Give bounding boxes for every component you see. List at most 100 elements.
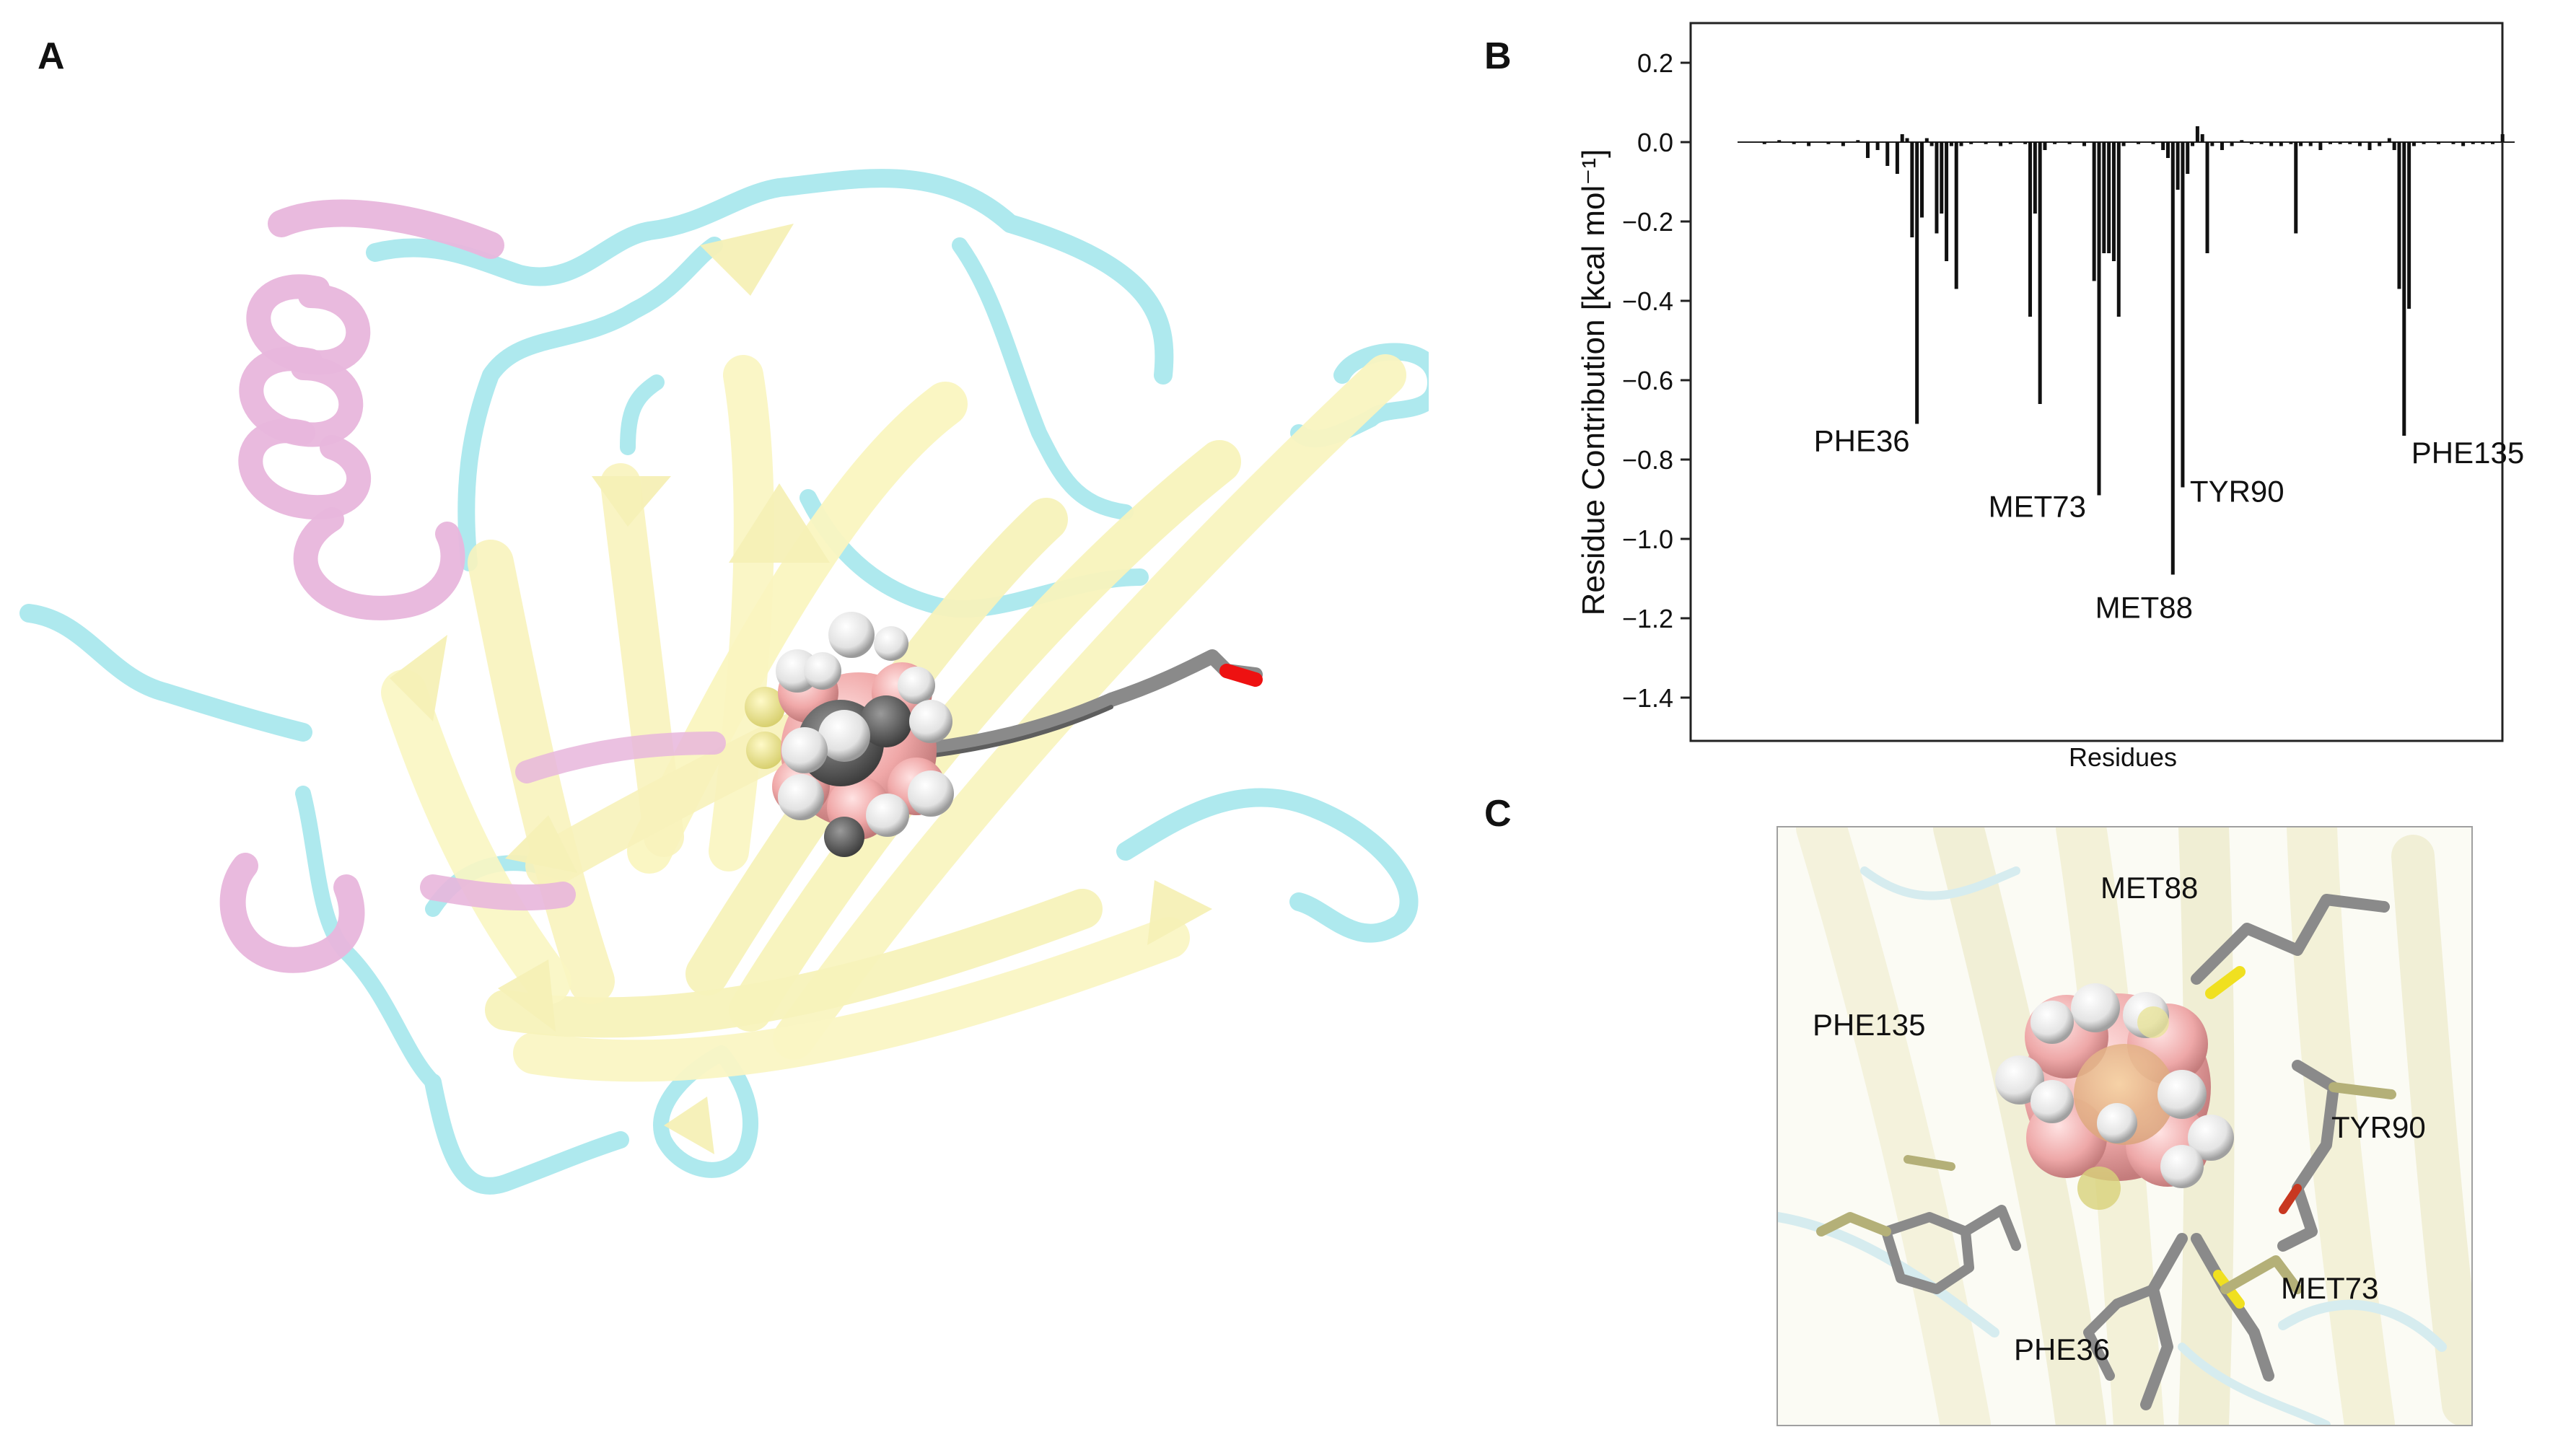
strand-arrowhead — [729, 483, 830, 563]
bar-residue-72 — [2092, 142, 2096, 281]
bar-residue-153 — [2491, 142, 2495, 144]
bar-residue-26 — [1865, 142, 1870, 158]
binding-pocket-closeup: MET88 PHE135 TYR90 MET73 PHE36 — [1777, 826, 2473, 1426]
x-axis-title: Residues — [2069, 742, 2177, 772]
annotation-met73: MET73 — [1989, 490, 2086, 524]
bar-residue-124 — [2348, 142, 2352, 144]
y-tick-label: −1.2 — [1622, 604, 1673, 633]
coil-loop — [19, 604, 312, 742]
bar-residue-126 — [2357, 142, 2362, 146]
bar-residue-28 — [1875, 142, 1880, 150]
bar-residue-55 — [2008, 142, 2012, 144]
label-tyr90: TYR90 — [2331, 1110, 2426, 1144]
strand-arrowhead — [700, 224, 794, 296]
phe36-sidechain — [2140, 1233, 2188, 1410]
background-strand — [1933, 827, 2106, 1425]
alpha-helix — [238, 418, 371, 520]
bar-residue-155 — [2500, 134, 2505, 142]
bar-residue-47 — [1969, 142, 1973, 144]
panel-letter-b: B — [1484, 35, 1512, 77]
met73-sidechain — [2191, 1233, 2274, 1382]
background-strand — [2391, 835, 2471, 1425]
beta-strand — [729, 440, 1241, 1032]
bar-residue-37 — [1919, 142, 1924, 218]
alpha-helix — [420, 874, 576, 911]
bar-residue-104 — [2249, 142, 2253, 144]
bar-residue-113 — [2294, 142, 2298, 234]
bar-residue-40 — [1935, 142, 1939, 234]
bar-residue-62 — [2043, 142, 2047, 150]
bar-residue-70 — [2082, 142, 2087, 146]
bar-residue-95 — [2205, 142, 2209, 253]
bar-residue-36 — [1915, 142, 1919, 424]
phe36-sidechain — [2083, 1284, 2158, 1381]
bars — [1738, 126, 2515, 575]
bar-residue-92 — [2191, 142, 2195, 146]
ligand-spacefill-closeup — [1995, 983, 2234, 1210]
bar-residue-8 — [1777, 140, 1782, 142]
bar-residue-67 — [2067, 142, 2072, 144]
beta-strand — [485, 889, 1103, 1038]
y-tick-label: −0.8 — [1622, 445, 1673, 475]
bar-residue-53 — [1999, 142, 2003, 146]
bar-residue-42 — [1945, 142, 1949, 261]
strand-arrowhead — [664, 1097, 714, 1154]
met88-sulfur — [2205, 966, 2246, 999]
bar-residue-142 — [2437, 142, 2441, 144]
label-met88: MET88 — [2100, 871, 2199, 905]
bar-residue-14 — [1807, 142, 1811, 146]
bar-residue-58 — [2023, 142, 2028, 144]
bar-residue-86 — [2161, 142, 2165, 150]
panel-letter-a: A — [38, 35, 65, 77]
coil-loop — [424, 1073, 629, 1195]
bar-residue-75 — [2107, 142, 2111, 253]
coil-loop — [366, 169, 1174, 385]
y-axis-ticks: 0.2 0.0 −0.2 −0.4 −0.6 −0.8 −1.0 −1.2 −1.4 — [1622, 48, 1691, 713]
bar-residue-34 — [1905, 138, 1909, 142]
bar-residue-32 — [1895, 142, 1899, 174]
bar-residue-151 — [2481, 142, 2485, 144]
ligand-tail — [909, 649, 1263, 757]
bar-residue-88 — [2170, 142, 2175, 575]
y-tick-label: −0.2 — [1622, 207, 1673, 237]
bar-residue-134 — [2397, 142, 2401, 289]
bar-residue-108 — [2269, 142, 2274, 146]
annotation-phe135: PHE135 — [2411, 436, 2524, 470]
bar-residue-41 — [1940, 142, 1944, 214]
bar-residue-133 — [2392, 142, 2396, 150]
bar-residue-21 — [1841, 142, 1845, 146]
tyr90-sidechain — [2277, 1060, 2339, 1252]
bar-residue-38 — [1924, 138, 1929, 142]
strand-arrowhead — [498, 959, 556, 1032]
annotation-tyr90: TYR90 — [2190, 475, 2284, 509]
alpha-helix — [268, 199, 504, 259]
bar-residue-149 — [2471, 142, 2475, 144]
bar-residue-78 — [2121, 142, 2126, 146]
bar-residue-102 — [2240, 140, 2244, 142]
bar-residue-44 — [1954, 142, 1958, 289]
bar-residue-106 — [2259, 142, 2264, 144]
bar-residue-145 — [2451, 142, 2455, 144]
coil-loop — [952, 237, 1134, 520]
protein-structure-illustration — [19, 169, 1429, 1195]
bar-residue-94 — [2200, 134, 2204, 142]
bar-residue-132 — [2387, 138, 2391, 142]
bar-residue-147 — [2461, 142, 2466, 146]
panel-letter-c: C — [1484, 793, 1512, 835]
coil-loop — [295, 786, 441, 1090]
label-phe135: PHE135 — [1813, 1008, 1926, 1042]
bar-residue-76 — [2111, 142, 2116, 261]
bar-residue-93 — [2195, 126, 2199, 142]
strand-arrowhead — [592, 476, 671, 527]
met73-sidechain — [2220, 1255, 2303, 1294]
phe135-sidechain — [1961, 1205, 2021, 1251]
bar-residue-96 — [2210, 142, 2214, 146]
phe135-ring — [1881, 1212, 1974, 1294]
bar-residue-90 — [2181, 142, 2185, 488]
bar-residue-18 — [1826, 142, 1831, 144]
bar-residue-87 — [2165, 142, 2170, 158]
beta-strand — [381, 669, 571, 1004]
background-strand — [1796, 827, 1991, 1425]
alpha-helix — [219, 853, 365, 973]
bar-residue-73 — [2097, 142, 2101, 496]
